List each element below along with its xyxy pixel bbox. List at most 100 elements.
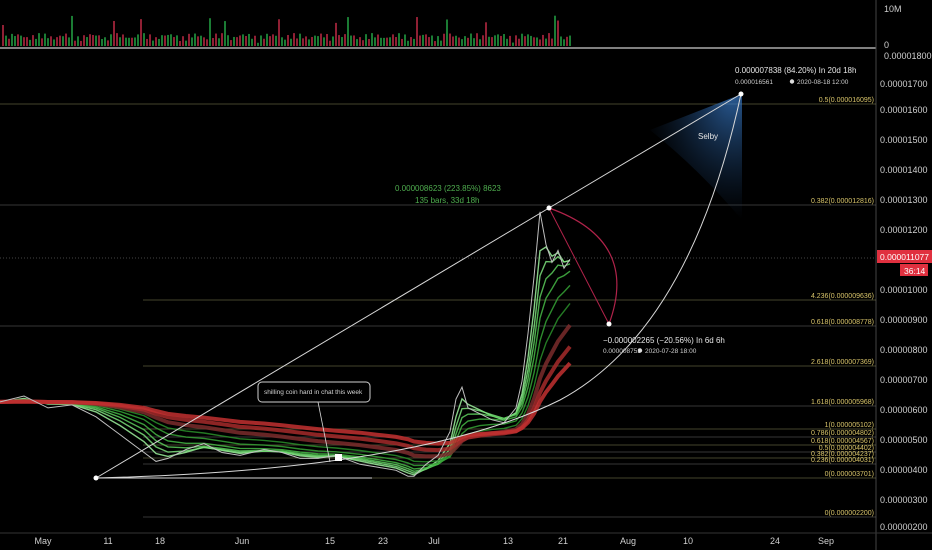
volume-bar — [38, 33, 40, 46]
ribbon-band — [0, 284, 571, 467]
volume-bar — [200, 35, 202, 46]
anchor-point-start[interactable] — [93, 475, 99, 481]
volume-bar — [20, 35, 22, 46]
volume-pane: 10M 0 0.00001800 — [0, 4, 932, 61]
time-tick: 21 — [558, 536, 568, 546]
target-annotation-line1: 0.000007838 (84.20%) In 20d 18h — [735, 66, 856, 75]
volume-bar — [56, 37, 58, 46]
volume-bar — [26, 37, 28, 46]
volume-bar — [293, 33, 295, 46]
fib-label: 0.786(0.000004802) — [811, 430, 874, 437]
fib-label: 0.618(0.000008778) — [811, 319, 874, 326]
volume-bar — [116, 33, 118, 46]
callout-text: shilling coin hard in chat this week — [264, 389, 363, 396]
price-tick: 0.00000600 — [880, 405, 928, 415]
volume-bar — [443, 33, 445, 46]
price-axis[interactable]: 0.00001700 0.00001600 0.00001500 0.00001400… — [880, 79, 928, 532]
trend-line-upper[interactable] — [95, 207, 550, 479]
time-axis[interactable]: May 11 18 Jun 15 23 Jul 13 21 Aug 10 24 Sep — [34, 536, 834, 546]
volume-bar — [86, 37, 88, 46]
volume-bar — [275, 35, 277, 46]
volume-max-label: 10M — [884, 4, 902, 14]
ema-ribbon — [0, 246, 572, 476]
volume-bar — [188, 33, 190, 46]
volume-bar — [551, 38, 553, 46]
anchor-point-drop[interactable] — [606, 321, 612, 327]
volume-bar — [398, 33, 400, 46]
volume-bar — [179, 40, 181, 46]
countdown-value: 36:14 — [904, 266, 926, 276]
volume-bar — [566, 36, 568, 46]
marker-square[interactable] — [335, 454, 342, 461]
volume-bar — [422, 34, 424, 46]
volume-bar — [527, 34, 529, 46]
volume-bar — [80, 40, 82, 46]
volume-bar — [272, 34, 274, 46]
volume-bar — [533, 37, 535, 46]
volume-bar — [350, 35, 352, 46]
volume-bar — [380, 37, 382, 46]
volume-bar — [227, 35, 229, 46]
measure-annotation-line1: 0.000008623 (223.85%) 8623 — [395, 184, 501, 193]
anchor-point-target[interactable] — [738, 91, 744, 97]
volume-bars — [2, 15, 571, 46]
volume-bar — [407, 40, 409, 46]
volume-bar — [392, 34, 394, 46]
volume-bar — [32, 35, 34, 46]
volume-bar — [251, 38, 253, 46]
price-tick: 0.00000300 — [880, 495, 928, 505]
volume-bar — [59, 35, 61, 46]
volume-bar — [452, 36, 454, 46]
callout-box[interactable]: shilling coin hard in chat this week — [257, 381, 371, 403]
volume-bar — [488, 36, 490, 46]
volume-bar — [509, 35, 511, 46]
trend-drawings[interactable] — [93, 91, 744, 481]
volume-bar — [146, 38, 148, 46]
volume-bar — [62, 36, 64, 46]
volume-bar — [131, 37, 133, 46]
volume-bar — [68, 37, 70, 46]
price-line — [0, 211, 571, 477]
drop-line[interactable] — [548, 207, 610, 325]
time-tick: Jun — [235, 536, 250, 546]
drop-arc[interactable] — [548, 207, 618, 325]
trend-line-extension[interactable] — [548, 93, 742, 209]
volume-bar — [401, 38, 403, 46]
price-tick: 0.00001700 — [880, 79, 928, 89]
volume-bar — [359, 37, 361, 46]
volume-bar — [365, 34, 367, 46]
fib-label: 0.5(0.000004402) — [819, 445, 874, 452]
time-tick: 13 — [503, 536, 513, 546]
volume-bar — [266, 33, 268, 46]
volume-bar — [335, 22, 337, 46]
volume-bar — [374, 37, 376, 46]
volume-bar — [494, 35, 496, 46]
volume-bar — [194, 33, 196, 46]
volume-bar — [344, 34, 346, 46]
volume-bar — [137, 34, 139, 46]
volume-bar — [119, 37, 121, 46]
time-tick: 18 — [155, 536, 165, 546]
volume-bar — [290, 38, 292, 46]
volume-bar — [461, 39, 463, 46]
current-price-badge — [877, 250, 932, 263]
volume-bar — [476, 33, 478, 46]
volume-bar — [269, 36, 271, 46]
volume-bar — [98, 35, 100, 46]
anchor-point-peak[interactable] — [546, 205, 552, 211]
volume-bar — [113, 20, 115, 46]
ribbon-band — [0, 361, 572, 446]
volume-bar — [239, 35, 241, 46]
volume-bar — [155, 37, 157, 46]
volume-bar — [449, 33, 451, 46]
volume-bar — [503, 34, 505, 46]
arc-curve[interactable] — [95, 93, 742, 479]
target-annotation-price: 0.000016561 — [735, 79, 773, 86]
fib-label: 0.382(0.000004237) — [811, 451, 874, 458]
volume-bar — [254, 35, 256, 46]
clock-icon — [789, 79, 795, 84]
volume-bar — [464, 36, 466, 46]
volume-bar — [470, 33, 472, 46]
volume-bar — [185, 40, 187, 46]
